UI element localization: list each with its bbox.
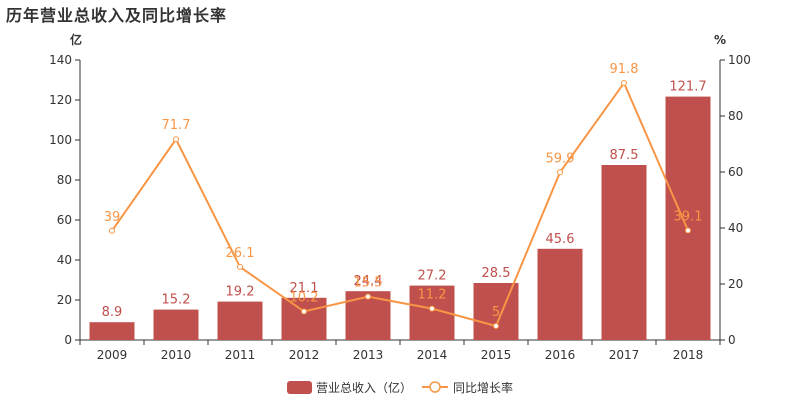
y-left-tick-label: 100 [49,133,72,147]
y-right-tick-label: 60 [728,165,743,179]
bar-value-label: 87.5 [610,148,639,163]
growth-line [109,79,691,329]
line-point [301,308,307,315]
bar-value-label: 28.5 [482,266,511,281]
y-right-tick-label: 20 [728,277,743,291]
line-value-label: 11.2 [418,288,447,303]
x-tick-label: 2011 [225,348,256,362]
legend: 营业总收入（亿） 同比增长率 [287,380,513,395]
line-value-label: 39.1 [674,210,703,225]
bar-value-label: 8.9 [102,305,123,320]
y-left-unit: 亿 [70,32,82,47]
y-left-tick-label: 0 [64,333,72,347]
line-value-label: 59.9 [546,151,575,166]
line-point [173,136,179,143]
line-point [365,293,371,300]
line-point [493,323,499,329]
line-value-label: 15.5 [354,276,383,291]
bar [601,165,647,340]
bar-value-label: 21.1 [290,281,319,296]
line-value-label: 71.7 [162,118,191,133]
line-point [237,263,243,270]
line-point [557,169,563,176]
bar [153,309,199,340]
chart-title: 历年营业总收入及同比增长率 [6,6,228,25]
y-left-tick-label: 20 [57,293,72,307]
x-tick-label: 2016 [545,348,576,362]
x-tick-label: 2014 [417,348,448,362]
bar-value-label: 121.7 [669,80,706,95]
bar-value-label: 27.2 [418,269,447,284]
growth-polyline [111,80,689,328]
bar-value-label: 24.4 [354,274,383,289]
x-tick-label: 2017 [609,348,640,362]
line-point [685,227,691,234]
bar [217,301,263,340]
line-point [109,227,115,234]
y-left-tick-label: 40 [57,253,72,267]
x-tick-label: 2015 [481,348,512,362]
y-left-tick-label: 140 [49,53,72,67]
x-tick-label: 2010 [161,348,192,362]
bar [665,96,711,340]
x-tick-label: 2018 [673,348,704,362]
x-tick-label: 2009 [97,348,128,362]
legend-bar-label: 营业总收入（亿） [316,380,412,395]
legend-line-label: 同比增长率 [453,380,513,395]
bar [89,322,135,340]
y-right-tick-label: 40 [728,221,743,235]
revenue-bars [89,96,711,340]
bar-value-label: 45.6 [546,232,575,247]
y-right-tick-label: 100 [728,53,751,67]
legend-bar-swatch [287,381,312,394]
line-point [429,305,435,312]
bar [281,297,327,340]
line-value-label: 26.1 [226,246,255,261]
line-value-label: 5 [492,305,500,320]
bar [537,248,583,340]
data-labels: 8.9 15.2 19.2 21.1 24.4 27.2 28.5 45.6 87.5 121.7… [102,62,707,320]
y-left-tick-label: 80 [57,173,72,187]
bar-value-label: 19.2 [226,285,255,300]
y-left-tick-label: 120 [49,93,72,107]
line-point [621,79,627,86]
x-tick-label: 2013 [353,348,384,362]
line-value-label: 39 [104,210,121,225]
y-right-unit: % [714,33,726,47]
y-left-tick-label: 60 [57,213,72,227]
x-tick-label: 2012 [289,348,320,362]
y-right-tick-label: 80 [728,109,743,123]
legend-line-marker [429,381,441,393]
line-value-label: 91.8 [610,62,639,77]
y-right-tick-label: 0 [728,333,736,347]
bar-value-label: 15.2 [162,293,191,308]
line-value-label: 10.2 [290,290,319,305]
